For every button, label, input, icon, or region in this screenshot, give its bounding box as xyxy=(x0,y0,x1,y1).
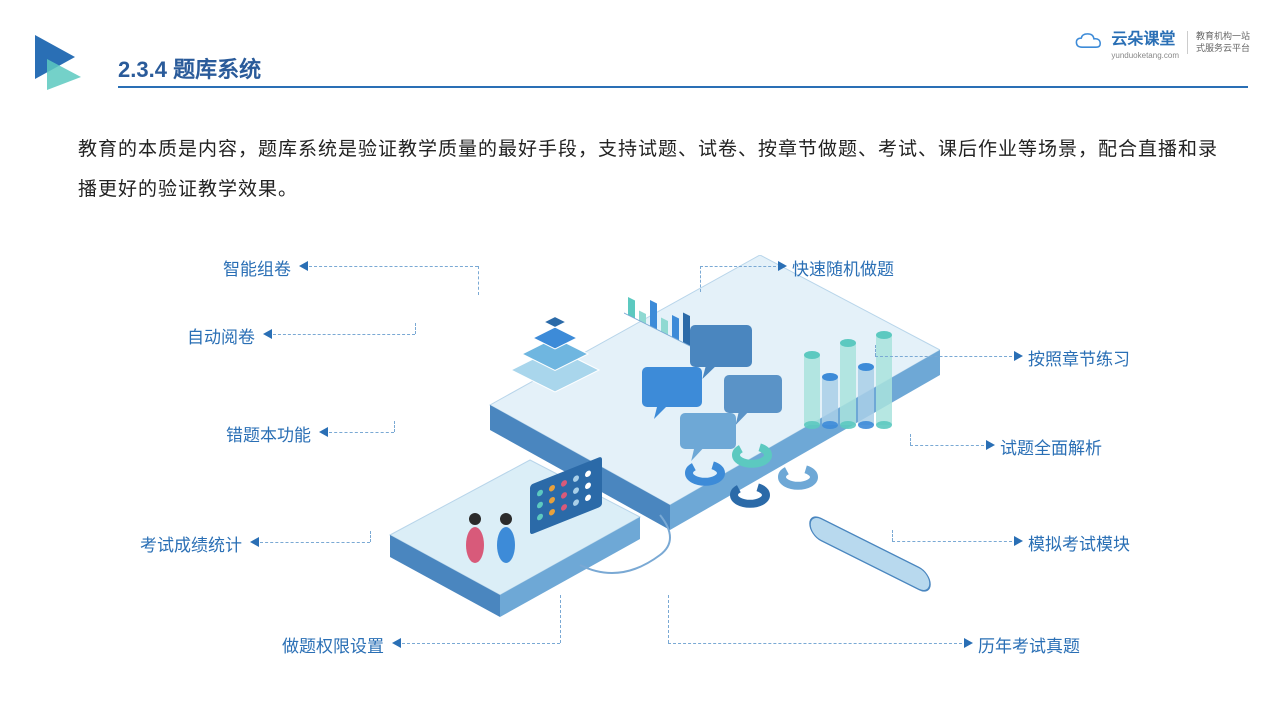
connector-line xyxy=(910,445,984,446)
connector-line xyxy=(875,345,876,356)
connector-line xyxy=(329,432,394,433)
connector-line xyxy=(273,334,415,335)
arrow-left-icon xyxy=(250,537,259,547)
arrow-right-icon xyxy=(778,261,787,271)
feature-label-left: 考试成绩统计 xyxy=(140,531,242,556)
feature-label-right: 快速随机做题 xyxy=(792,255,894,280)
connector-line xyxy=(309,266,478,267)
section-title: 2.3.4 题库系统 xyxy=(118,52,261,84)
connector-line xyxy=(402,643,560,644)
connector-line xyxy=(394,421,395,432)
connector-line xyxy=(700,266,776,267)
section-heading: 题库系统 xyxy=(173,57,261,82)
body-paragraph: 教育的本质是内容，题库系统是验证教学质量的最好手段，支持试题、试卷、按章节做题、… xyxy=(78,130,1220,210)
logo-brand-text: 云朵课堂 xyxy=(1111,25,1179,49)
connector-line xyxy=(370,531,371,542)
brand-logo: 云朵课堂 yunduoketang.com 教育机构一站 式服务云平台 xyxy=(1075,25,1250,60)
connector-line xyxy=(560,595,561,643)
section-number: 2.3.4 xyxy=(118,57,167,82)
feature-diagram: 智能组卷自动阅卷错题本功能考试成绩统计做题权限设置 快速随机做题按照章节练习试题全… xyxy=(0,220,1280,690)
connector-line xyxy=(478,266,479,295)
connector-line xyxy=(700,266,701,292)
pill-button xyxy=(810,513,930,595)
connector-line xyxy=(668,595,669,643)
arrow-right-icon xyxy=(1014,351,1023,361)
connector-line xyxy=(892,541,1012,542)
logo-domain-text: yunduoketang.com xyxy=(1111,51,1179,60)
arrow-right-icon xyxy=(964,638,973,648)
header-underline xyxy=(118,86,1248,88)
feature-label-right: 按照章节练习 xyxy=(1028,345,1130,370)
arrow-left-icon xyxy=(319,427,328,437)
feature-label-left: 做题权限设置 xyxy=(282,632,384,657)
feature-label-left: 智能组卷 xyxy=(223,255,291,280)
connector-line xyxy=(415,323,416,334)
isometric-illustration xyxy=(380,255,940,635)
arrow-right-icon xyxy=(986,440,995,450)
connector-line xyxy=(260,542,370,543)
logo-tagline: 教育机构一站 式服务云平台 xyxy=(1187,31,1250,54)
connector-line xyxy=(668,643,962,644)
cloud-icon xyxy=(1075,33,1103,53)
feature-label-right: 模拟考试模块 xyxy=(1028,530,1130,555)
arrow-left-icon xyxy=(263,329,272,339)
connector-line xyxy=(910,434,911,445)
arrow-left-icon xyxy=(299,261,308,271)
feature-label-right: 历年考试真题 xyxy=(978,632,1080,657)
connector-line xyxy=(875,356,1012,357)
arrow-right-icon xyxy=(1014,536,1023,546)
feature-label-right: 试题全面解析 xyxy=(1000,434,1102,459)
connector-line xyxy=(892,530,893,541)
section-play-icon xyxy=(35,35,95,95)
arrow-left-icon xyxy=(392,638,401,648)
feature-label-left: 自动阅卷 xyxy=(187,323,255,348)
feature-label-left: 错题本功能 xyxy=(226,421,311,446)
